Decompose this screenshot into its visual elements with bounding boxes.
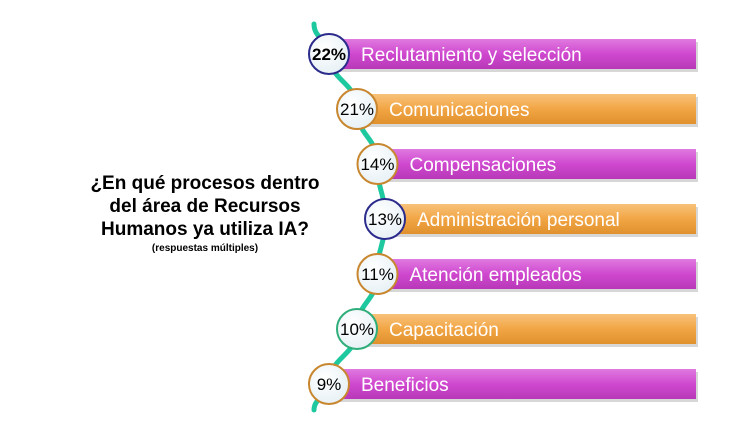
- bar-label-2: Comunicaciones: [389, 100, 529, 121]
- bar-5: [377, 259, 696, 289]
- bar-label-5: Atención empleados: [409, 265, 581, 286]
- question-block: ¿En qué procesos dentro del área de Recu…: [40, 172, 370, 254]
- bar-4: [385, 204, 696, 234]
- value-bubble-4: [364, 198, 406, 240]
- bar-1: [329, 39, 696, 69]
- question-line-2: del área de Recursos: [109, 196, 301, 217]
- value-bubble-7: [308, 363, 350, 405]
- value-label-5: 11%: [361, 265, 394, 284]
- question-note: (respuestas múltiples): [151, 243, 259, 254]
- bar-label-1: Reclutamiento y selección: [361, 45, 582, 66]
- value-bubble-6: [336, 308, 378, 350]
- value-label-7: 9%: [317, 375, 342, 394]
- value-label-4: 13%: [368, 210, 402, 229]
- value-label-1: 22%: [312, 45, 346, 64]
- value-bubble-3: [356, 143, 399, 185]
- value-label-6: 10%: [340, 320, 374, 339]
- value-label-2: 21%: [340, 100, 374, 119]
- bar-6: [357, 314, 696, 344]
- bar-label-4: Administración personal: [417, 210, 620, 231]
- value-bubble-2: [336, 88, 378, 130]
- value-bubble-1: [308, 33, 350, 75]
- bar-label-3: Compensaciones: [409, 155, 556, 176]
- bar-7: [329, 369, 696, 399]
- bar-label-7: Beneficios: [361, 375, 449, 396]
- bars-layer: Reclutamiento y selección Comunicaciones C…: [329, 39, 698, 402]
- question-line-3: Humanos ya utiliza IA?: [101, 219, 309, 240]
- bar-label-6: Capacitación: [389, 320, 499, 341]
- bar-2: [357, 94, 696, 124]
- value-label-3: 14%: [360, 155, 394, 174]
- bar-3: [377, 149, 696, 179]
- bubbles-layer: 22% 21% 14% 13% 11% 10% 9%: [308, 33, 406, 405]
- value-bubble-5: [356, 253, 399, 295]
- question-line-1: ¿En qué procesos dentro: [90, 173, 320, 194]
